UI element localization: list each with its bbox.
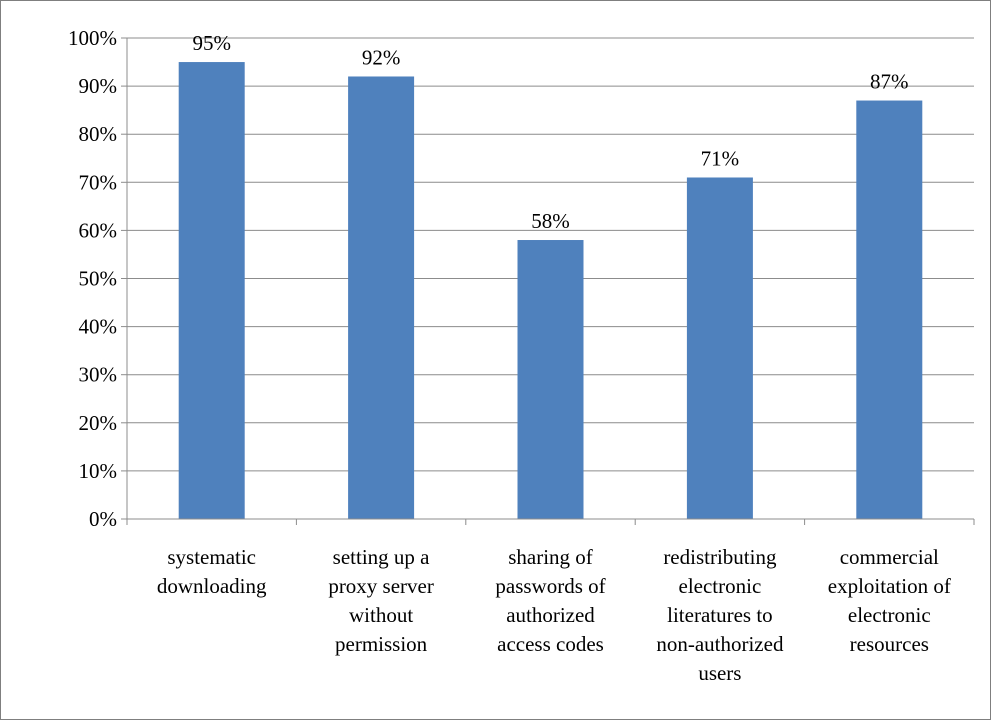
bars xyxy=(178,62,923,520)
y-tick-label: 20% xyxy=(79,411,118,435)
x-category-label-line: non-authorized xyxy=(656,632,784,656)
x-category-label-line: proxy server xyxy=(328,574,434,598)
axes xyxy=(121,37,975,525)
x-category-label-line: resources xyxy=(850,632,929,656)
x-category-label-line: commercial xyxy=(840,545,939,569)
bar xyxy=(348,76,415,519)
x-category-label-line: permission xyxy=(335,632,428,656)
y-tick-label: 10% xyxy=(79,459,118,483)
data-label: 95% xyxy=(192,31,231,55)
data-label: 58% xyxy=(531,209,570,233)
x-category-label-line: electronic xyxy=(679,574,762,598)
x-category-label-line: without xyxy=(349,603,413,627)
data-label: 92% xyxy=(362,45,401,69)
data-label: 71% xyxy=(701,146,740,170)
bar xyxy=(517,240,584,519)
x-category-label: redistributing electronic literatures to no… xyxy=(656,545,784,685)
y-tick-label: 100% xyxy=(68,26,117,50)
y-tick-label: 0% xyxy=(89,507,117,531)
y-tick-label: 80% xyxy=(79,122,118,146)
bar xyxy=(856,100,923,519)
y-tick-label: 60% xyxy=(79,218,118,242)
x-category-label-line: systematic xyxy=(167,545,256,569)
bar xyxy=(686,177,753,520)
x-category-label-line: authorized xyxy=(506,603,595,627)
y-tick-label: 40% xyxy=(79,315,118,339)
x-category-label: systematic downloading xyxy=(157,545,267,598)
x-category-label: setting up a proxy server without permissio… xyxy=(328,545,434,656)
x-category-label-line: access codes xyxy=(497,632,604,656)
x-category-label-line: literatures to xyxy=(667,603,773,627)
bar xyxy=(178,62,245,520)
data-label: 87% xyxy=(870,70,909,94)
x-category-label-line: setting up a xyxy=(333,545,430,569)
x-category-label-line: sharing of xyxy=(508,545,593,569)
y-tick-label: 30% xyxy=(79,363,118,387)
y-tick-label: 70% xyxy=(79,170,118,194)
x-category-label: commercial exploitation of electronic resou… xyxy=(828,545,951,656)
x-category-label-line: exploitation of xyxy=(828,574,951,598)
x-category-label-line: passwords of xyxy=(495,574,605,598)
y-tick-label: 90% xyxy=(79,74,118,98)
x-category-label-line: users xyxy=(698,661,741,685)
y-tick-label: 50% xyxy=(79,267,118,291)
labels: 0% 10% 20% 30% 40% 50% 60% 70% 80% 90% 100% 95% syst… xyxy=(68,26,951,685)
x-category-label: sharing of passwords of authorized access c… xyxy=(495,545,605,656)
x-category-label-line: downloading xyxy=(157,574,267,598)
x-category-label-line: electronic xyxy=(848,603,931,627)
x-category-label-line: redistributing xyxy=(663,545,777,569)
